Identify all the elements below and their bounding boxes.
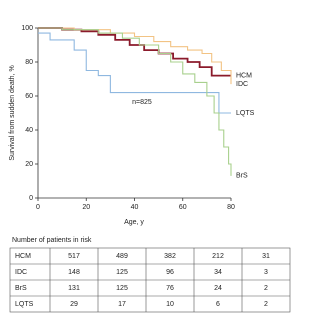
table-cell: 3 bbox=[264, 269, 268, 276]
survival-line bbox=[38, 27, 232, 85]
table-cell: 382 bbox=[164, 253, 176, 260]
table-cell: 489 bbox=[116, 253, 128, 260]
x-tick-label: 80 bbox=[227, 204, 235, 211]
table-caption: Number of patients in risk bbox=[12, 237, 92, 244]
y-tick-label: 80 bbox=[25, 59, 33, 66]
y-tick-label: 100 bbox=[21, 25, 33, 32]
table-cell: 131 bbox=[68, 285, 80, 292]
survival-line bbox=[38, 32, 231, 114]
figure: Survival from sudden death, % Age, y n=8… bbox=[9, 25, 291, 313]
y-tick-label: 0 bbox=[29, 195, 33, 202]
row-label: IDC bbox=[15, 269, 27, 276]
table-cell: 96 bbox=[166, 269, 174, 276]
x-tick-label: 20 bbox=[82, 204, 90, 211]
table-cell: 6 bbox=[216, 301, 220, 308]
table-cell: 2 bbox=[264, 285, 268, 292]
table-cell: 76 bbox=[166, 285, 174, 292]
survival-line bbox=[38, 27, 231, 77]
x-axis-label: Age, y bbox=[124, 219, 144, 226]
y-tick-label: 60 bbox=[25, 93, 33, 100]
x-tick-label: 0 bbox=[36, 204, 40, 211]
table-cell: 34 bbox=[214, 269, 222, 276]
series-label: IDC bbox=[236, 81, 248, 88]
y-tick-label: 20 bbox=[25, 161, 33, 168]
table-cell: 125 bbox=[116, 285, 128, 292]
series-label: LQTS bbox=[236, 110, 255, 117]
row-label: LQTS bbox=[15, 301, 34, 308]
table-cell: 17 bbox=[118, 301, 126, 308]
series-label: BrS bbox=[236, 173, 248, 180]
survival-line bbox=[38, 27, 232, 176]
table-cell: 29 bbox=[70, 301, 78, 308]
y-tick-label: 40 bbox=[25, 127, 33, 134]
row-label: HCM bbox=[15, 253, 31, 260]
table-cell: 517 bbox=[68, 253, 80, 260]
annotation: n=825 bbox=[132, 99, 152, 106]
table-cell: 24 bbox=[214, 285, 222, 292]
series-label: HCM bbox=[236, 72, 252, 79]
x-tick-label: 60 bbox=[179, 204, 187, 211]
row-label: BrS bbox=[15, 285, 27, 292]
y-axis-label: Survival from sudden death, % bbox=[9, 65, 16, 160]
x-tick-label: 40 bbox=[131, 204, 139, 211]
table-cell: 10 bbox=[166, 301, 174, 308]
table-cell: 2 bbox=[264, 301, 268, 308]
table-cell: 148 bbox=[68, 269, 80, 276]
table-cell: 31 bbox=[262, 253, 270, 260]
table-cell: 212 bbox=[212, 253, 224, 260]
table-cell: 125 bbox=[116, 269, 128, 276]
